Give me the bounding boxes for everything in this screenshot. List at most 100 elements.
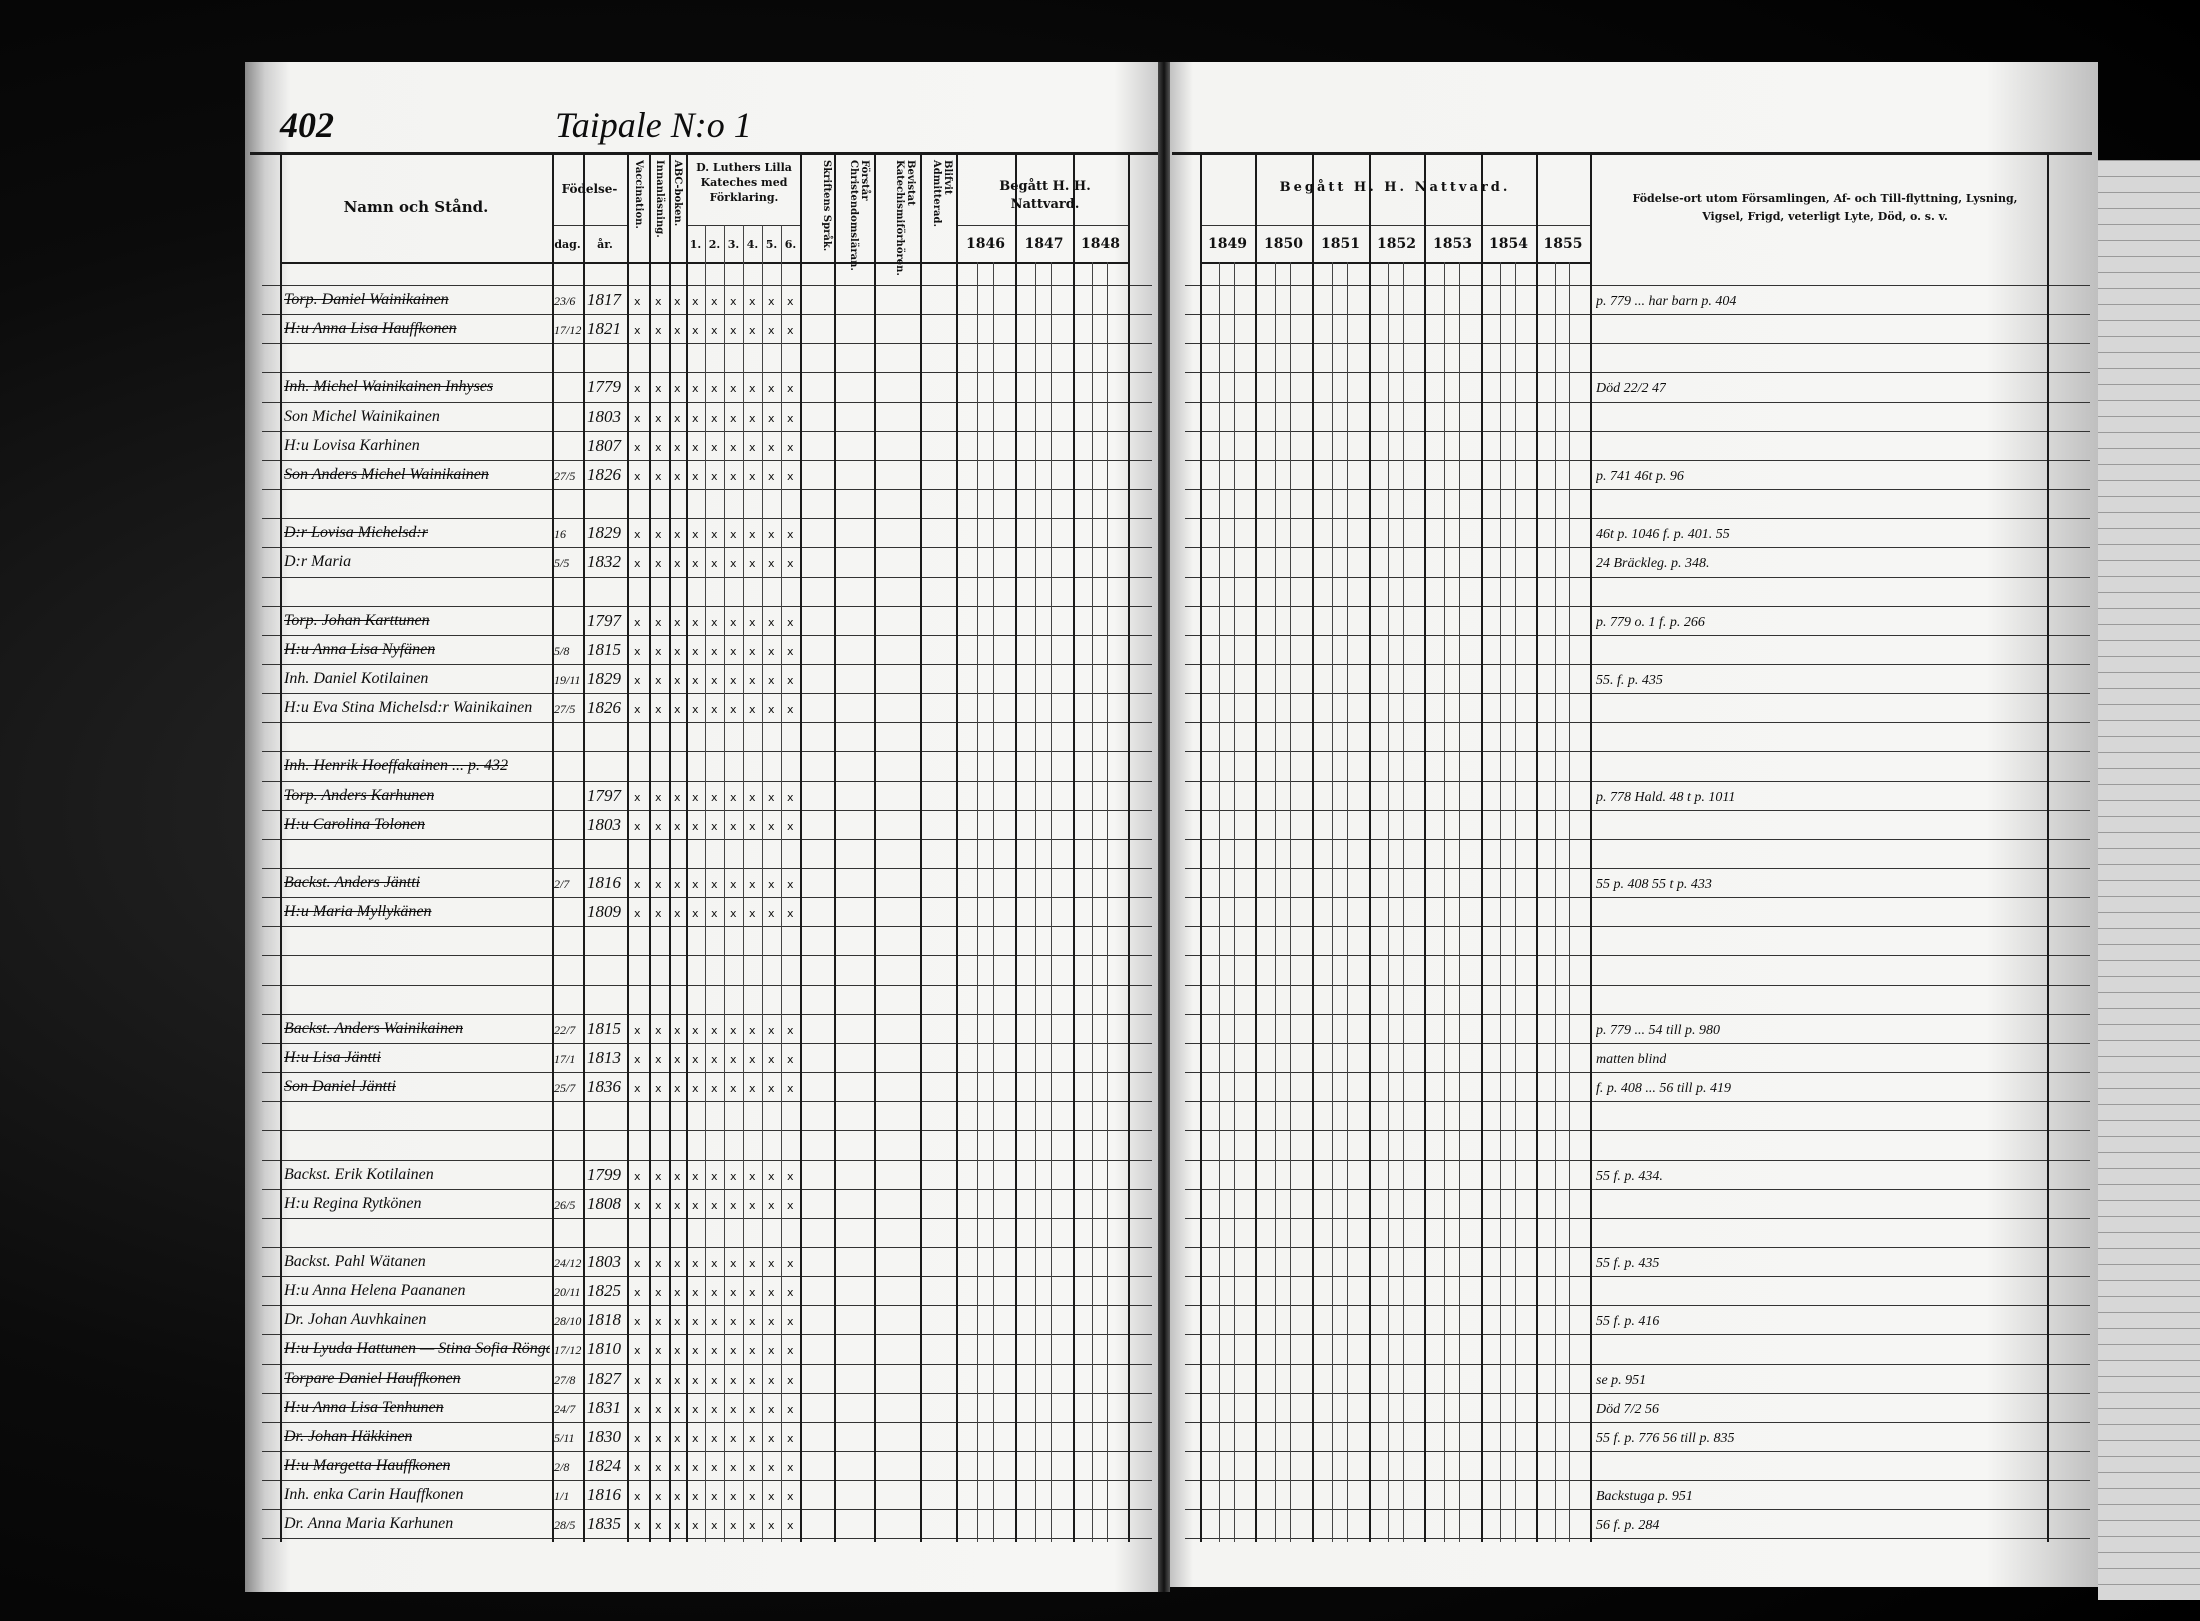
catechism-mark: x bbox=[634, 324, 641, 338]
header-birth: Födelse- bbox=[561, 182, 618, 196]
catechism-mark: x bbox=[692, 790, 699, 804]
catechism-mark: x bbox=[768, 1169, 775, 1183]
catechism-mark: x bbox=[692, 819, 699, 833]
catechism-mark: x bbox=[730, 1490, 737, 1504]
row-rule bbox=[1185, 1276, 2090, 1278]
row-rule bbox=[262, 605, 1152, 607]
birth-year: 1816 bbox=[587, 1485, 621, 1505]
remark: matten blind bbox=[1596, 1051, 1667, 1067]
catechism-mark: x bbox=[730, 703, 737, 717]
person-name: H:u Anna Lisa Tenhunen bbox=[284, 1398, 444, 1416]
row-rule bbox=[1185, 1130, 2090, 1132]
row-rule bbox=[262, 780, 1152, 782]
catechism-mark: x bbox=[655, 528, 662, 542]
catechism-mark: x bbox=[674, 1490, 681, 1504]
catechism-mark: x bbox=[768, 615, 775, 629]
catechism-mark: x bbox=[749, 1373, 756, 1387]
person-name: Son Anders Michel Wainikainen bbox=[284, 465, 489, 483]
right-page bbox=[1168, 62, 2098, 1587]
catechism-mark: x bbox=[634, 907, 641, 921]
catechism-mark: x bbox=[674, 1082, 681, 1096]
catechism-mark: x bbox=[749, 644, 756, 658]
column-rule bbox=[1459, 262, 1461, 1543]
catechism-mark: x bbox=[749, 1519, 756, 1533]
catechism-mark: x bbox=[711, 1519, 718, 1533]
catechism-mark: x bbox=[674, 703, 681, 717]
catechism-mark: x bbox=[655, 1373, 662, 1387]
catechism-mark: x bbox=[692, 1023, 699, 1037]
birth-year: 1826 bbox=[587, 698, 621, 718]
column-rule bbox=[552, 155, 554, 1543]
column-rule bbox=[649, 155, 651, 1543]
catechism-mark: x bbox=[730, 1023, 737, 1037]
catechism-mark: x bbox=[655, 1490, 662, 1504]
register-row: H:u Lyuda Hattunen — Stina Sofia Rönga 17… bbox=[280, 1337, 2090, 1362]
row-rule bbox=[1185, 1159, 2090, 1161]
birth-year: 1807 bbox=[587, 435, 621, 455]
year-label: 1847 bbox=[1024, 236, 1064, 252]
row-rule bbox=[1185, 401, 2090, 403]
header-christianity: Förstår Christendomsläran. bbox=[848, 160, 870, 271]
catechism-mark: x bbox=[692, 1198, 699, 1212]
catechism-mark: x bbox=[692, 878, 699, 891]
person-name: D:r Lovisa Michelsd:r bbox=[284, 524, 428, 542]
column-rule bbox=[1515, 262, 1517, 1543]
column-rule bbox=[992, 262, 994, 1543]
column-rule bbox=[1403, 262, 1405, 1543]
column-rule bbox=[1347, 262, 1349, 1543]
catechism-mark: x bbox=[749, 1286, 756, 1300]
catechism-mark: x bbox=[730, 1315, 737, 1329]
catechism-mark: x bbox=[730, 1519, 737, 1533]
row-rule bbox=[262, 576, 1152, 578]
birth-day: 19/11 bbox=[554, 672, 581, 687]
catechism-mark: x bbox=[674, 440, 681, 454]
row-rule bbox=[262, 489, 1152, 491]
row-rule bbox=[262, 722, 1152, 724]
row-rule bbox=[262, 868, 1152, 869]
catechism-mark: x bbox=[711, 528, 718, 542]
row-rule bbox=[1185, 1217, 2090, 1219]
catechism-mark: x bbox=[787, 382, 794, 396]
row-rule bbox=[262, 897, 1152, 899]
catechism-mark: x bbox=[655, 411, 662, 425]
catechism-mark: x bbox=[692, 469, 699, 483]
birth-day: 16 bbox=[554, 527, 566, 542]
row-rule bbox=[262, 1013, 1152, 1015]
catechism-mark: x bbox=[749, 673, 756, 687]
birth-year: 1827 bbox=[587, 1368, 621, 1388]
catechism-part-label: 5. bbox=[765, 238, 778, 251]
row-rule bbox=[262, 1101, 1152, 1103]
register-row: Inh. Henrik Hoeffakainen ... p. 432 bbox=[280, 754, 2090, 779]
catechism-mark: x bbox=[674, 1402, 681, 1416]
catechism-mark: x bbox=[768, 878, 775, 891]
catechism-mark: x bbox=[655, 644, 662, 658]
row-rule bbox=[1185, 343, 2090, 345]
register-row bbox=[280, 346, 2090, 371]
catechism-mark: x bbox=[674, 644, 681, 658]
row-rule bbox=[1185, 926, 2090, 928]
catechism-mark: x bbox=[787, 644, 794, 658]
catechism-mark: x bbox=[655, 1023, 662, 1037]
column-rule bbox=[1312, 155, 1314, 1543]
person-name: Dr. Anna Maria Karhunen bbox=[284, 1515, 454, 1533]
person-name: Inh. Henrik Hoeffakainen ... p. 432 bbox=[284, 757, 508, 775]
catechism-mark: x bbox=[768, 528, 775, 542]
remark: 55 f. p. 434. bbox=[1596, 1168, 1663, 1184]
catechism-mark: x bbox=[674, 557, 681, 571]
person-name: Son Michel Wainikainen bbox=[284, 407, 440, 425]
row-rule bbox=[1185, 1042, 2090, 1044]
catechism-mark: x bbox=[787, 1169, 794, 1183]
row-rule bbox=[1185, 1101, 2090, 1103]
catechism-mark: x bbox=[674, 295, 681, 308]
birth-day: 1/1 bbox=[554, 1489, 570, 1504]
register-row: Dr. Anna Maria Karhunen 28/5 1835 x x x x x x x x x… bbox=[280, 1512, 2090, 1537]
catechism-mark: x bbox=[730, 819, 737, 833]
catechism-mark: x bbox=[768, 1198, 775, 1212]
catechism-mark: x bbox=[634, 1169, 641, 1183]
birth-year: 1810 bbox=[587, 1339, 621, 1359]
catechism-mark: x bbox=[730, 528, 737, 542]
year-label: 1850 bbox=[1264, 236, 1303, 252]
catechism-mark: x bbox=[730, 1373, 737, 1387]
catechism-mark: x bbox=[730, 469, 737, 483]
catechism-mark: x bbox=[655, 557, 662, 571]
